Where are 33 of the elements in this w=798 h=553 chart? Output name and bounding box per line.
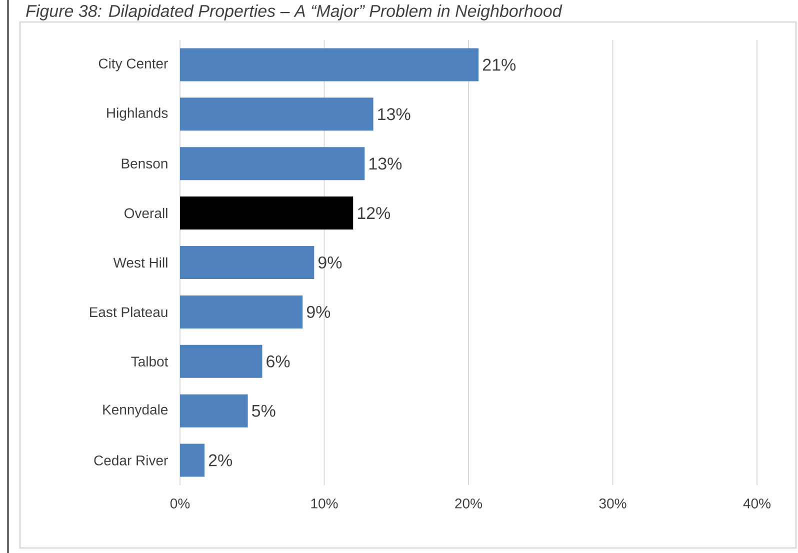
chart-title: Figure 38: Dilapidated Properties – A “Major” Problem in Neighborhood [26, 4, 562, 20]
x-tick-label: 0% [170, 498, 190, 508]
bar [180, 295, 303, 328]
data-label: 9% [318, 256, 342, 269]
y-tick-label: Highlands [107, 108, 168, 121]
data-label: 13% [369, 158, 402, 170]
bar [180, 147, 365, 180]
bar [180, 394, 248, 428]
y-tick-label: Kennydale [103, 404, 168, 418]
x-tick-label: 10% [311, 498, 338, 508]
x-tick-label: 20% [455, 498, 482, 508]
bar [180, 344, 262, 378]
data-label: 9% [306, 306, 330, 318]
bar [180, 98, 374, 131]
x-tick-label: 30% [599, 498, 626, 508]
bar [180, 246, 314, 279]
data-label: 13% [378, 108, 410, 120]
y-tick-label: Benson [122, 158, 168, 169]
data-label: 5% [252, 404, 276, 417]
x-tick-label: 40% [743, 498, 771, 508]
y-tick-label: Cedar River [94, 455, 168, 466]
bar [180, 444, 205, 477]
data-label: 2% [208, 454, 232, 466]
y-tick-label: Overall [124, 208, 168, 218]
y-tick-label: City Center [98, 58, 168, 72]
y-tick-label: East Plateau [90, 306, 168, 318]
data-label: 21% [482, 58, 516, 71]
data-label: 6% [266, 355, 290, 368]
bar [180, 196, 354, 230]
y-tick-label: Talbot [131, 356, 168, 367]
data-label: 12% [358, 207, 390, 220]
y-tick-label: West Hill [113, 257, 168, 268]
bar [180, 48, 479, 82]
